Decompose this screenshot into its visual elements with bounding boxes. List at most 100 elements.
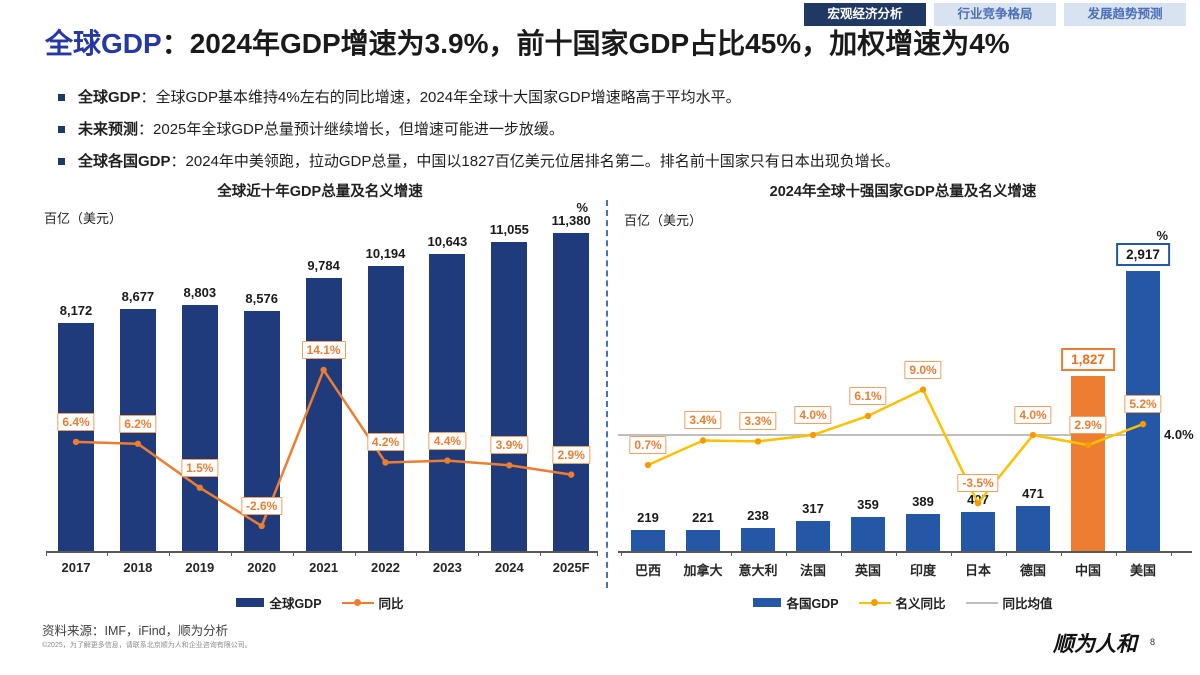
axis-tick (46, 551, 47, 556)
growth-rate-label: 14.1% (301, 341, 346, 359)
legend-item: 全球GDP (236, 593, 322, 612)
bar-value-label: 317 (802, 500, 824, 516)
bar-value-label: 8,576 (245, 291, 278, 307)
growth-rate-label: 4.0% (794, 406, 832, 425)
tab-industry-competition[interactable]: 行业竞争格局 (934, 3, 1056, 26)
growth-rate-label: 9.0% (904, 360, 942, 379)
bullet-lead: 全球各国GDP (78, 153, 171, 170)
growth-rate-label: 3.3% (739, 412, 777, 431)
legend-item: 名义同比 (858, 593, 946, 612)
growth-rate-label: 1.5% (181, 458, 219, 477)
bullet-rest: ：2025年全球GDP总量预计继续增长，但增速可能进一步放缓。 (138, 121, 564, 138)
x-axis-label: 2021 (309, 560, 339, 575)
x-axis-label: 2018 (123, 560, 153, 575)
bar-2017 (58, 322, 94, 551)
title-rest: ：2024年GDP增速为3.9%，前十国家GDP占比45%，加权增速为4% (161, 28, 1010, 59)
bar-印度 (906, 513, 940, 551)
tab-trend-forecast[interactable]: 发展趋势预测 (1064, 3, 1186, 26)
secondary-axis-unit-label: % (1156, 228, 1168, 243)
legend-item: 同比均值 (965, 593, 1053, 612)
x-axis-label: 2017 (61, 560, 91, 575)
bullet-text: 全球GDP：全球GDP基本维持4%左右的同比增速，2024年全球十大国家GDP增… (78, 88, 741, 107)
axis-tick (1170, 551, 1172, 556)
growth-rate-label: 6.1% (849, 386, 887, 405)
bar-日本 (961, 511, 995, 551)
bar-value-label: 10,194 (365, 246, 406, 262)
legend-line-swatch (965, 598, 998, 607)
chart-legend: 各国GDP 名义同比 同比均值 (610, 593, 1196, 612)
primary-axis-unit-label: 百亿（美元） (624, 213, 703, 228)
bullet-rest: ：2024年中美领跑，拉动GDP总量，中国以1827百亿美元位居排名第二。排名前… (170, 153, 900, 170)
plot-area: 6.4% 6.2% 1.5% -2.6% 14.1% 4.2% 4.4% 3.9% 2.9% 8,… (46, 206, 598, 556)
divider-dashed (606, 200, 608, 588)
growth-rate-label: -3.5% (957, 474, 999, 493)
axis-tick (354, 551, 356, 556)
tab-macro-economy[interactable]: 宏观经济分析 (804, 3, 926, 26)
axis-tick (785, 551, 787, 556)
legend-line-swatch (858, 598, 891, 607)
bar-value-label: 221 (692, 509, 714, 525)
bar-value-label: 219 (637, 509, 659, 525)
title-highlight: 全球GDP (45, 28, 162, 59)
bar-英国 (851, 516, 885, 551)
average-value-label: 4.0% (1164, 427, 1194, 443)
bullet-item: 全球GDP：全球GDP基本维持4%左右的同比增速，2024年全球十大国家GDP增… (58, 88, 900, 107)
bullet-item: 全球各国GDP：2024年中美领跑，拉动GDP总量，中国以1827百亿美元位居排… (58, 152, 900, 171)
axis-tick (540, 551, 542, 556)
bar-加拿大 (686, 529, 720, 551)
legend-bar-swatch (753, 598, 782, 607)
axis-tick (1060, 551, 1062, 556)
bullet-lead: 未来预测 (78, 121, 139, 138)
bullet-square-icon (58, 126, 65, 133)
bullet-text: 全球各国GDP：2024年中美领跑，拉动GDP总量，中国以1827百亿美元位居排… (78, 152, 900, 171)
bullet-item: 未来预测：2025年全球GDP总量预计继续增长，但增速可能进一步放缓。 (58, 120, 900, 139)
growth-rate-label: 4.2% (366, 433, 405, 452)
secondary-axis-unit-label: % (576, 200, 588, 215)
plot-area: 0.7% 3.4% 3.3% 4.0% 6.1% 9.0% -3.5% 4.0% 2.9% 5.2… (618, 206, 1194, 556)
bar-2019 (181, 305, 218, 551)
legend-label: 全球GDP (269, 597, 322, 611)
growth-rate-label: 4.0% (1014, 406, 1052, 425)
copyright-note: ©2025，为了解更多信息，请联系北京顺为人和企业咨询有限公司。 (42, 642, 252, 649)
axis-tick (950, 551, 952, 556)
bar-value-label: 10,643 (427, 233, 468, 249)
bullet-lead: 全球GDP (78, 89, 141, 106)
x-axis-label: 2020 (247, 560, 277, 575)
chart-panel-top10-countries: 2024年全球十强国家GDP总量及名义增速 百亿（美元） % 0.7% 3.4% 3… (610, 176, 1196, 616)
bullet-square-icon (58, 158, 65, 165)
axis-tick (478, 551, 480, 556)
legend-bar-swatch (236, 598, 265, 607)
summary-bullets: 全球GDP：全球GDP基本维持4%左右的同比增速，2024年全球十大国家GDP增… (58, 88, 900, 184)
growth-rate-label: 4.4% (428, 431, 467, 450)
bullet-rest: ：全球GDP基本维持4%左右的同比增速，2024年全球十大国家GDP增速略高于平… (140, 89, 741, 106)
x-axis-label: 2022 (371, 560, 400, 575)
bar-2021 (305, 277, 342, 551)
axis-tick (106, 551, 108, 556)
line-series (644, 386, 1147, 507)
chart-legend: 全球GDP 同比 (36, 593, 604, 612)
x-axis-label: 法国 (799, 563, 827, 578)
x-axis-label: 印度 (909, 563, 937, 578)
legend-line (965, 601, 998, 604)
growth-rate-label: 2.9% (552, 445, 590, 464)
bar-法国 (796, 520, 830, 551)
x-axis-label: 英国 (854, 563, 882, 578)
bar-意大利 (741, 528, 775, 551)
page-number: 8 (1150, 637, 1156, 647)
x-axis-label: 巴西 (634, 563, 662, 578)
growth-rate-label: 5.2% (1124, 395, 1162, 414)
x-axis-label: 加拿大 (683, 563, 723, 578)
bullet-square-icon (58, 94, 65, 101)
chart-title: 全球近十年GDP总量及名义增速 (217, 184, 423, 200)
growth-rate-label: 3.9% (490, 436, 528, 455)
bar-value-label: 2,917 (1116, 243, 1170, 266)
bar-value-label: 8,677 (121, 288, 155, 304)
x-axis-labels: 巴西 加拿大 意大利 法国 英国 印度 日本 德国 中国 美国 (618, 560, 1192, 578)
x-axis-label: 2025F (552, 560, 590, 575)
company-logo: 顺为人和 (1053, 631, 1137, 656)
bar-value-label: 11,380 (551, 213, 591, 228)
x-axis-label: 2019 (185, 560, 215, 575)
axis-tick (675, 551, 677, 556)
growth-rate-label: 6.2% (119, 414, 157, 433)
bar-2024 (491, 242, 528, 551)
